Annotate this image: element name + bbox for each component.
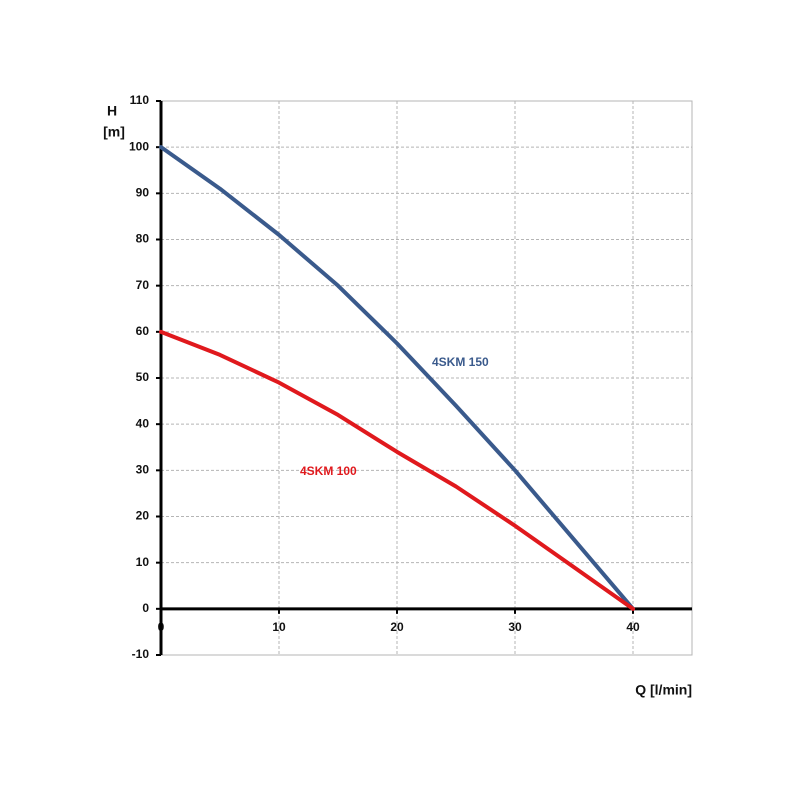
y-tick-label: 30 — [136, 463, 150, 477]
x-tick-label: 40 — [626, 620, 640, 634]
y-tick-label: 20 — [136, 509, 150, 523]
y-tick-label: 100 — [129, 139, 149, 153]
series-line — [159, 329, 635, 611]
y-tick-label: -10 — [132, 647, 150, 661]
x-tick-label: 10 — [272, 620, 286, 634]
series-line — [159, 145, 635, 611]
y-axis-label: H — [107, 103, 117, 119]
y-tick-label: 70 — [136, 278, 150, 292]
series-label: 4SKM 100 — [300, 464, 357, 478]
x-tick-label: 30 — [508, 620, 522, 634]
series-label: 4SKM 150 — [432, 355, 489, 369]
y-axis-label: [m] — [103, 124, 125, 140]
y-tick-label: 90 — [136, 186, 150, 200]
x-tick-label: 20 — [390, 620, 404, 634]
y-tick-label: 0 — [142, 601, 149, 615]
y-tick-label: 10 — [136, 555, 150, 569]
y-tick-label: 60 — [136, 324, 150, 338]
y-tick-label: 50 — [136, 370, 150, 384]
y-tick-label: 40 — [136, 416, 150, 430]
y-tick-label: 80 — [136, 232, 150, 246]
y-tick-label: 110 — [130, 93, 150, 107]
x-axis-label: Q [l/min] — [635, 682, 692, 698]
